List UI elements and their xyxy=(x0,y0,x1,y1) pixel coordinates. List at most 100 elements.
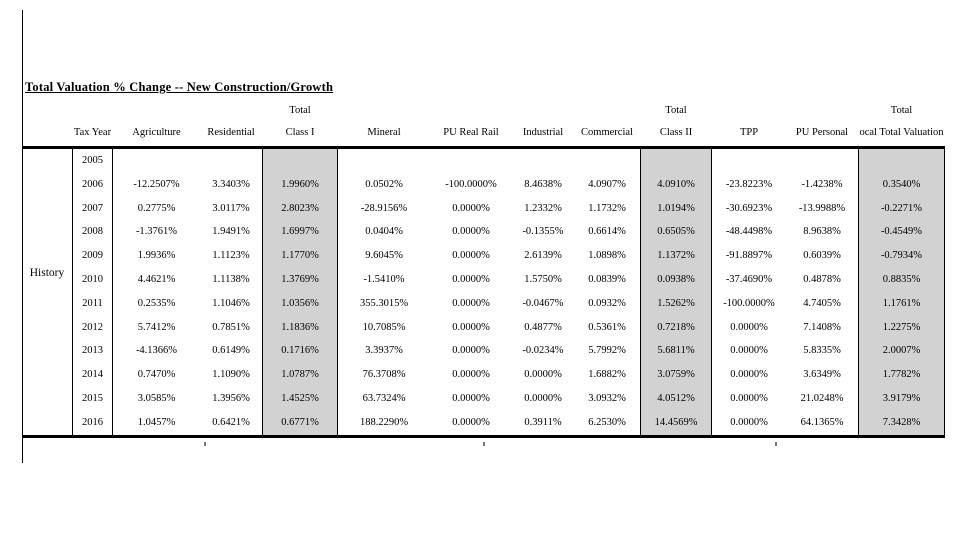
table-row: 2006 -12.2507% 3.3403% 1.9960% 0.0502% -100.0… xyxy=(22,172,945,197)
value-cell: 1.1138% xyxy=(212,273,250,285)
value-cell: 14.4569% xyxy=(640,410,712,435)
value-cell: 64.1365% xyxy=(800,416,844,428)
value-cell: 0.0000% xyxy=(452,297,490,309)
value-cell: 0.0932% xyxy=(588,297,626,309)
value-cell: 0.6149% xyxy=(212,345,250,357)
column-header: Class I xyxy=(285,127,315,138)
value-cell: -12.2507% xyxy=(133,178,180,190)
value-cell: 0.0000% xyxy=(730,345,768,357)
value-cell: 1.1372% xyxy=(640,244,712,268)
value-cell: 10.7085% xyxy=(362,321,406,333)
value-cell xyxy=(512,149,574,173)
value-cell: 355.3015% xyxy=(359,297,409,309)
table-row: 2008 -1.3761% 1.9491% 1.6997% 0.0404% 0.0000%… xyxy=(22,220,945,245)
value-cell: 1.0898% xyxy=(588,250,626,262)
value-cell: 0.0000% xyxy=(524,392,562,404)
tax-year-cell: 2015 xyxy=(72,386,113,411)
value-cell: 0.0404% xyxy=(365,226,403,238)
history-spacer-cell xyxy=(22,363,72,387)
value-cell: 0.0000% xyxy=(452,345,490,357)
value-cell: -28.9156% xyxy=(360,202,408,214)
history-spacer-cell xyxy=(22,339,72,363)
value-cell: -0.2271% xyxy=(858,196,945,221)
value-cell: 1.0194% xyxy=(640,196,712,221)
value-cell xyxy=(200,149,262,173)
value-cell: 76.3708% xyxy=(362,369,406,381)
value-cell: 1.9491% xyxy=(212,226,250,238)
history-spacer-cell xyxy=(22,149,72,173)
value-cell: 0.3911% xyxy=(524,416,562,428)
value-cell: 0.1716% xyxy=(262,339,338,364)
value-cell: 3.9179% xyxy=(858,386,945,411)
value-cell: 1.6882% xyxy=(588,369,626,381)
value-cell: 0.4877% xyxy=(524,321,562,333)
column-header: PU Personal xyxy=(795,127,849,138)
value-cell: 7.1408% xyxy=(803,321,841,333)
value-cell: 5.7412% xyxy=(137,321,176,333)
table-row: 2015 3.0585% 1.3956% 1.4525% 63.7324% 0.0000%… xyxy=(22,386,945,411)
value-cell: 0.0000% xyxy=(730,392,768,404)
value-cell: -1.3761% xyxy=(135,226,178,238)
value-cell: 1.4525% xyxy=(262,386,338,411)
value-cell: 0.0938% xyxy=(640,267,712,292)
value-cell: 1.9960% xyxy=(262,172,338,197)
column-header: PU Real Rail xyxy=(443,127,499,138)
table-header: Total Total Total Tax Year Agriculture Resid… xyxy=(22,100,945,149)
column-group-header: Total xyxy=(890,105,913,116)
value-cell: 1.0787% xyxy=(262,363,338,387)
column-header: Residential xyxy=(207,127,255,138)
column-header: Class II xyxy=(659,127,693,138)
value-cell: 3.0585% xyxy=(137,392,176,404)
value-cell xyxy=(640,149,712,173)
value-cell: 0.0000% xyxy=(452,392,490,404)
value-cell: 0.0000% xyxy=(452,250,490,262)
value-cell: 0.0000% xyxy=(452,226,490,238)
value-cell: -30.6923% xyxy=(725,202,773,214)
value-cell: 0.2535% xyxy=(137,297,176,309)
value-cell: 8.4638% xyxy=(524,178,562,190)
value-cell: -1.5410% xyxy=(363,273,405,285)
value-cell: 1.6997% xyxy=(262,220,338,245)
table-row: 2007 0.2775% 3.0117% 2.8023% -28.9156% 0.0000… xyxy=(22,196,945,221)
value-cell: -0.1355% xyxy=(522,226,564,238)
value-cell: 1.0457% xyxy=(137,416,176,428)
value-cell: 1.2275% xyxy=(858,315,945,340)
value-cell: 5.8335% xyxy=(803,345,841,357)
value-cell: -100.0000% xyxy=(445,178,497,190)
value-cell: 3.3403% xyxy=(212,178,250,190)
value-cell: 1.3769% xyxy=(262,267,338,292)
value-cell: 2.6139% xyxy=(524,250,562,262)
history-spacer-cell xyxy=(22,316,72,340)
value-cell: 0.0000% xyxy=(452,416,490,428)
value-cell: -4.1366% xyxy=(135,345,178,357)
value-cell: -37.4690% xyxy=(725,273,773,285)
value-cell: 3.6349% xyxy=(803,369,841,381)
history-spacer-cell xyxy=(22,387,72,411)
value-cell xyxy=(786,149,858,173)
value-cell: 1.5262% xyxy=(640,291,712,316)
value-cell: 1.0356% xyxy=(262,291,338,316)
row-group-label: History xyxy=(29,267,65,279)
table-row: 2009 1.9936% 1.1123% 1.1770% 9.6045% 0.0000% 2… xyxy=(22,244,945,268)
value-cell: -13.9988% xyxy=(798,202,846,214)
value-cell: 1.1090% xyxy=(212,369,250,381)
value-cell xyxy=(858,149,945,173)
value-cell: 1.9936% xyxy=(137,250,176,262)
table-header-row-total: Total Total Total xyxy=(22,100,945,122)
value-cell: 7.3428% xyxy=(858,410,945,435)
value-cell: 3.0932% xyxy=(588,392,626,404)
value-cell: -0.7934% xyxy=(858,244,945,268)
value-cell: -1.4238% xyxy=(801,178,843,190)
value-cell: 1.3956% xyxy=(212,392,250,404)
history-spacer-cell xyxy=(22,197,72,221)
table-row: 2012 5.7412% 0.7851% 1.1836% 10.7085% 0.0000%… xyxy=(22,315,945,340)
value-cell xyxy=(712,149,786,173)
tax-year-cell: 2012 xyxy=(72,315,113,340)
tax-year-cell: 2016 xyxy=(72,410,113,435)
value-cell: 3.0117% xyxy=(212,202,250,214)
value-cell: -0.0234% xyxy=(522,345,564,357)
value-cell: -0.4549% xyxy=(858,220,945,245)
value-cell: 0.0000% xyxy=(452,321,490,333)
value-cell: 0.0000% xyxy=(452,202,490,214)
value-cell: 188.2290% xyxy=(359,416,409,428)
